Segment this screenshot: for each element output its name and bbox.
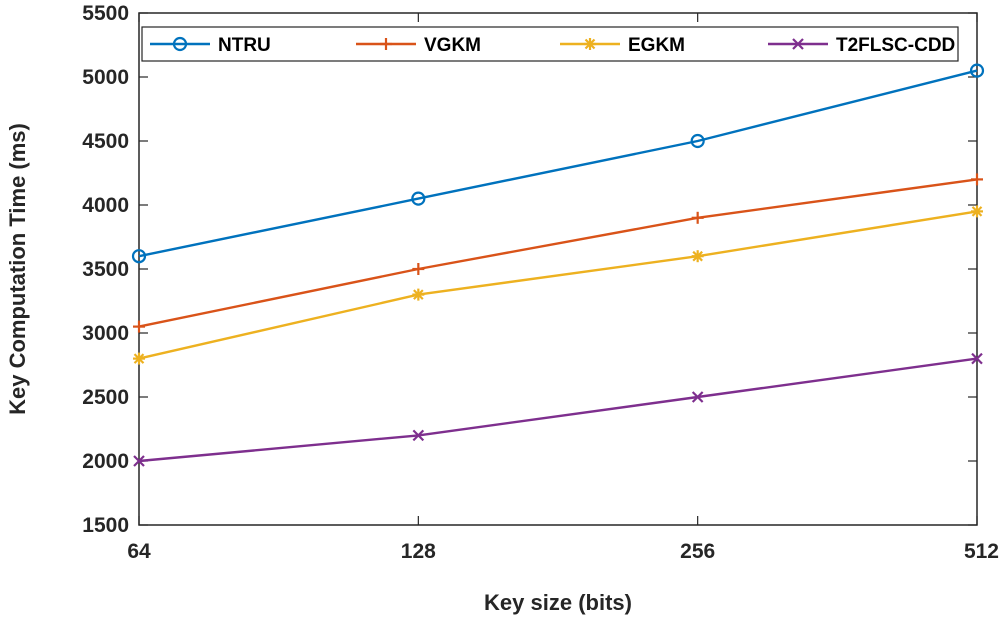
data-point-egkm: [412, 288, 425, 301]
data-point-vgkm: [133, 320, 145, 333]
legend-marker: [380, 38, 392, 50]
x-axis-ticks: 64 128 256 512: [127, 13, 999, 563]
data-point-egkm: [691, 250, 704, 263]
series-vgkm: [133, 173, 983, 333]
legend-entry-vgkm: VGKM: [356, 35, 481, 56]
plot-area: [138, 12, 978, 526]
legend-entry-t2flsc-cdd: T2FLSC-CDD: [768, 35, 955, 56]
x-tick-label: 64: [127, 540, 151, 563]
data-point-vgkm: [971, 173, 983, 186]
series-egkm: [133, 205, 983, 365]
series-line-vgkm: [138, 178, 978, 328]
legend-label: EGKM: [628, 35, 685, 56]
data-point-t2flsc-cdd: [691, 391, 704, 403]
legend: NTRU VGKM EGKM T2FLSC-CDD: [141, 26, 959, 62]
legend-marker: [792, 38, 804, 50]
data-point-ntru: [969, 63, 985, 78]
y-tick-label: 4500: [82, 130, 129, 153]
data-point-t2flsc-cdd: [971, 352, 983, 365]
y-tick-label: 4000: [82, 194, 129, 217]
data-point-ntru: [411, 191, 426, 206]
legend-label: NTRU: [218, 35, 271, 56]
series-t2flsc-cdd: [133, 352, 983, 467]
series-line-t2flsc-cdd: [138, 357, 978, 463]
legend-marker: [584, 38, 596, 50]
legend-entry-egkm: EGKM: [560, 35, 685, 56]
y-tick-label: 3500: [82, 258, 129, 281]
series-ntru: [131, 63, 985, 264]
data-point-t2flsc-cdd: [412, 429, 425, 442]
series-layer: [131, 63, 985, 467]
series-line-ntru: [138, 69, 978, 258]
x-tick-label: 512: [964, 540, 999, 563]
axes-box: [138, 12, 978, 526]
y-tick-label: 2000: [82, 450, 129, 473]
legend-marker: [172, 36, 188, 52]
y-tick-label: 5000: [82, 66, 129, 89]
y-tick-label: 2500: [82, 386, 129, 409]
legend-entry-ntru: NTRU: [150, 35, 271, 56]
data-point-t2flsc-cdd: [133, 455, 145, 467]
data-point-egkm: [971, 205, 983, 218]
data-point-ntru: [131, 249, 147, 264]
data-point-vgkm: [691, 211, 704, 224]
y-tick-label: 5500: [82, 2, 129, 25]
legend-label: VGKM: [424, 35, 481, 56]
y-axis-ticks: 1500 2000 2500 3000 3500 4000 4500 5000 5500: [82, 2, 977, 537]
series-line-egkm: [138, 210, 978, 360]
x-tick-label: 128: [401, 540, 436, 563]
y-axis-label: Key Computation Time (ms): [5, 123, 30, 415]
x-tick-label: 256: [680, 540, 715, 563]
legend-label: T2FLSC-CDD: [836, 35, 955, 56]
data-point-vgkm: [412, 263, 425, 275]
x-axis-label: Key size (bits): [484, 590, 632, 615]
y-tick-label: 1500: [82, 514, 129, 537]
data-point-ntru: [690, 133, 705, 149]
y-tick-label: 3000: [82, 322, 129, 345]
data-point-egkm: [133, 352, 145, 365]
